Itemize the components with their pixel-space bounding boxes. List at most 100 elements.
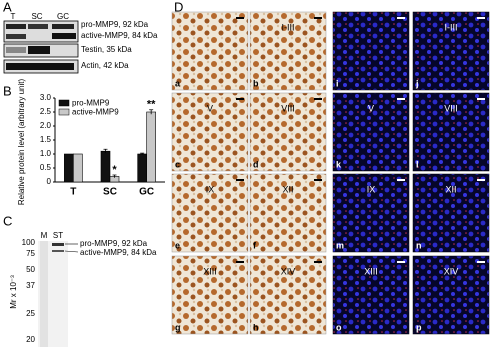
tile-letter: p	[416, 322, 422, 332]
marker-label: 20	[26, 335, 35, 344]
panel-letter: C	[3, 213, 12, 228]
band	[6, 63, 74, 70]
stage-label: V	[368, 103, 374, 113]
marker-label: 75	[26, 249, 35, 258]
micrograph	[332, 173, 410, 253]
y-tick-label: 1.5	[40, 135, 52, 144]
lane-label: GC	[57, 12, 69, 21]
band-label: Testin, 35 kDa	[81, 45, 132, 54]
tile-letter: c	[175, 159, 180, 169]
stage-label: XIII	[364, 266, 378, 276]
micrograph	[412, 11, 490, 91]
micrograph	[332, 11, 410, 91]
marker-label: 37	[26, 281, 35, 290]
stage-label: XII	[445, 184, 456, 194]
micrograph	[249, 92, 327, 172]
legend-swatch	[58, 99, 70, 107]
stage-label: XII	[282, 184, 293, 194]
tile-letter: k	[336, 159, 342, 169]
tile-letter: b	[253, 78, 259, 88]
micrograph	[249, 173, 327, 253]
stage-label: IX	[206, 184, 215, 194]
leader	[64, 250, 79, 253]
x-tick-label: SC	[103, 187, 117, 198]
marker-label: 25	[26, 309, 35, 318]
stage-label: VIII	[444, 103, 458, 113]
legend-label: active-MMP9	[72, 108, 119, 117]
band	[28, 24, 48, 29]
bar	[100, 150, 111, 183]
micrograph	[171, 173, 249, 253]
gel-lane	[40, 241, 48, 347]
tile-letter: n	[416, 240, 422, 250]
bar	[73, 153, 83, 183]
tile-letter: o	[336, 322, 342, 332]
tile-letter: d	[253, 159, 259, 169]
tile-letter: j	[415, 78, 419, 88]
y-tick-label: 1.0	[40, 149, 52, 158]
tile-letter: m	[336, 240, 344, 250]
lane-label: M	[41, 231, 48, 240]
tile-letter: e	[175, 240, 180, 250]
lane-label: SC	[31, 12, 42, 21]
stage-label: XIV	[281, 266, 296, 276]
y-tick-label: 0.5	[40, 163, 52, 172]
panel-letter: A	[3, 0, 12, 14]
y-axis-label: Mr x 10⁻³	[9, 275, 18, 309]
band	[6, 47, 26, 53]
legend-label: pro-MMP9	[72, 99, 110, 108]
tile-letter: a	[175, 78, 181, 88]
band-label: active-MMP9, 84 kDa	[81, 31, 158, 40]
y-tick-label: 2.0	[40, 121, 52, 130]
micrograph	[171, 11, 249, 91]
stage-label: V	[207, 103, 213, 113]
stage-label: I-III	[445, 22, 458, 32]
micrograph	[332, 92, 410, 172]
error-bar	[103, 148, 108, 154]
panel-letter: B	[3, 83, 12, 98]
bar	[146, 111, 156, 183]
x-tick-label: T	[70, 187, 76, 198]
micrograph	[412, 173, 490, 253]
x-tick-label: GC	[139, 187, 154, 198]
y-axis-label: Relative protein level (arbitrary unit)	[17, 79, 26, 206]
band	[6, 34, 26, 39]
bar	[137, 153, 147, 183]
error-bar	[149, 109, 154, 115]
micrograph	[249, 11, 327, 91]
error-bar	[140, 152, 145, 155]
band	[6, 24, 26, 29]
legend-swatch	[58, 108, 70, 116]
tile-letter: i	[336, 78, 339, 88]
micrograph	[249, 255, 327, 335]
y-tick-label: 3.0	[40, 93, 52, 102]
band-label: Actin, 42 kDa	[81, 61, 129, 70]
band	[52, 33, 76, 39]
stage-label: I-III	[282, 22, 295, 32]
stage-label: VIII	[281, 103, 295, 113]
stage-label: XIII	[203, 266, 217, 276]
band	[52, 250, 64, 252]
band-label: pro-MMP9, 92 kDa	[81, 20, 149, 29]
tile-letter: g	[175, 322, 181, 332]
stage-label: XIV	[444, 266, 459, 276]
panel-letter: D	[174, 0, 183, 14]
tile-letter: l	[416, 159, 419, 169]
lane-label: ST	[53, 231, 63, 240]
tile-letter: h	[253, 322, 259, 332]
error-bar	[112, 174, 117, 178]
annotation: *	[112, 164, 117, 176]
micrograph	[332, 255, 410, 335]
micrograph	[412, 92, 490, 172]
bar	[64, 153, 74, 183]
marker-label: 100	[22, 238, 36, 247]
micrograph	[171, 92, 249, 172]
band	[28, 46, 50, 54]
stage-label: IX	[367, 184, 376, 194]
micrograph	[171, 255, 249, 335]
band	[52, 24, 74, 29]
band	[52, 243, 64, 246]
annotation: **	[147, 99, 156, 111]
micrograph	[412, 255, 490, 335]
